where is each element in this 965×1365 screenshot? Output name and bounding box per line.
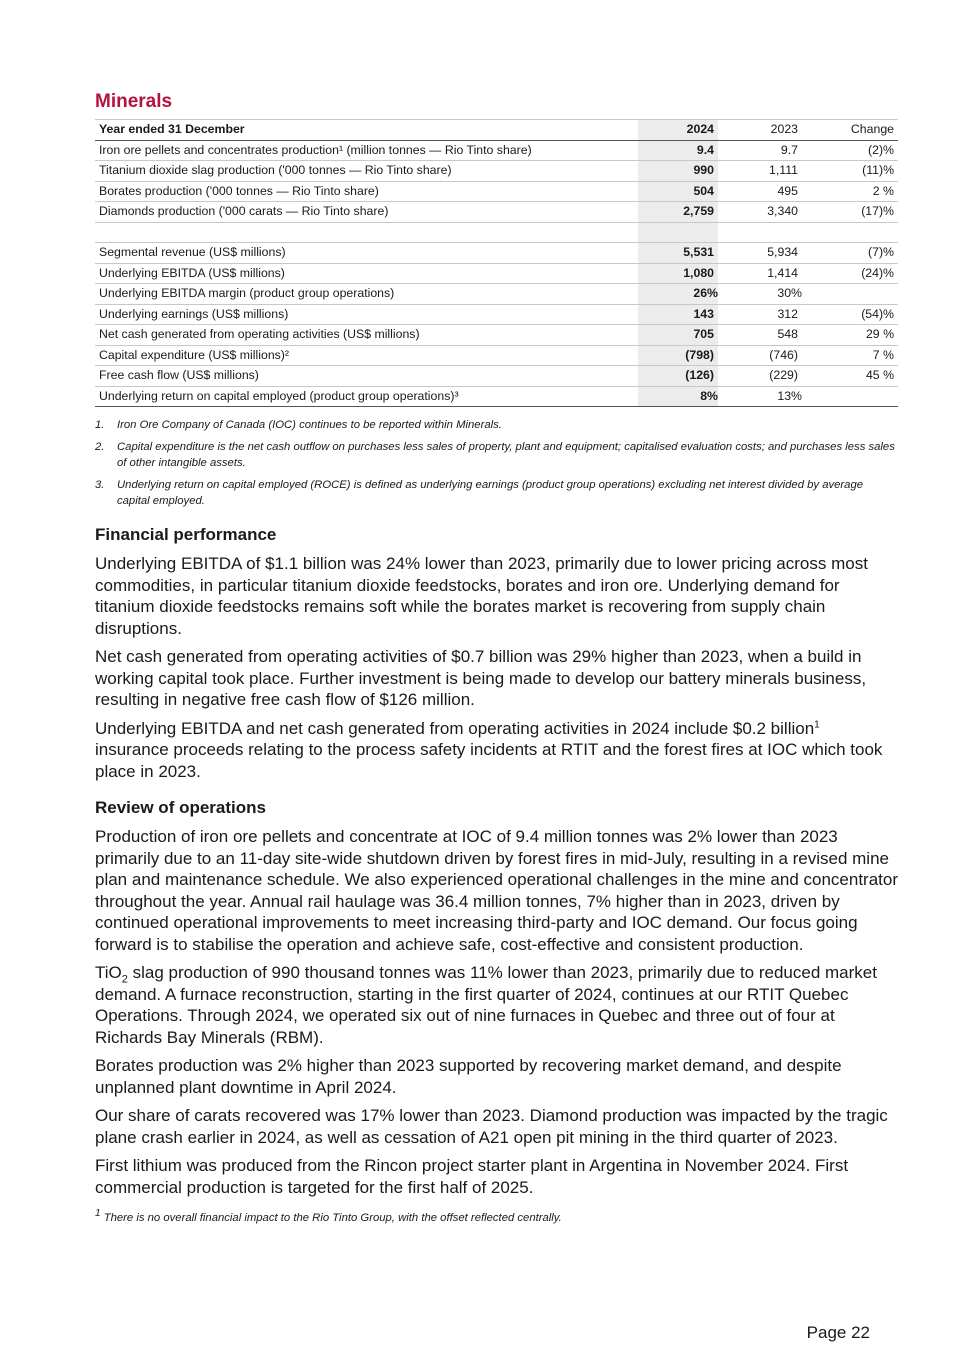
note-number: 1.	[95, 419, 105, 431]
page-content: Minerals Year ended 31 December 2024 202…	[95, 90, 898, 1224]
table-row: Underlying EBITDA margin (product group …	[95, 283, 898, 305]
footnote-mark: 1	[95, 1208, 101, 1220]
value-2023: 9.7	[718, 140, 802, 161]
table-notes: 1. Iron Ore Company of Canada (IOC) conti…	[95, 417, 898, 509]
value-change	[802, 283, 898, 305]
paragraph: Underlying EBITDA of $1.1 billion was 24…	[95, 554, 868, 638]
row-label: Titanium dioxide slag production ('000 t…	[95, 160, 638, 182]
value-2023: 3,340	[718, 201, 802, 223]
value-2024: 143	[638, 304, 718, 325]
paragraph: Production of iron ore pellets and conce…	[95, 827, 898, 954]
value-2024: (798)	[638, 345, 718, 366]
value-2023: 13%	[718, 386, 802, 407]
value-change: (17)%	[802, 201, 898, 223]
table-note: 2. Capital expenditure is the net cash ou…	[95, 439, 898, 471]
note-text: Capital expenditure is the net cash outf…	[117, 441, 895, 469]
table-header-row: Year ended 31 December 2024 2023 Change	[95, 119, 898, 141]
value-2024: 2,759	[638, 201, 718, 223]
row-label: Underlying earnings (US$ millions)	[95, 304, 638, 325]
table-row: Segmental revenue (US$ millions) 5,531 5,9…	[95, 242, 898, 264]
subscript: 2	[121, 973, 128, 986]
value-2024: 990	[638, 160, 718, 182]
value-2023: 30%	[718, 283, 802, 305]
table-row: Underlying earnings (US$ millions) 143 312…	[95, 304, 898, 325]
value-change: (24)%	[802, 263, 898, 284]
table-row: Capital expenditure (US$ millions)² (798)…	[95, 345, 898, 366]
minerals-table: Year ended 31 December 2024 2023 Change …	[95, 119, 898, 407]
value-2023: 312	[718, 304, 802, 325]
table-row: Underlying EBITDA (US$ millions) 1,080 1,4…	[95, 263, 898, 284]
note-number: 2.	[95, 441, 105, 453]
table-note: 3. Underlying return on capital employed …	[95, 477, 898, 509]
row-label: Diamonds production ('000 carats — Rio T…	[95, 201, 638, 223]
value-2024: 5,531	[638, 242, 718, 264]
header-change: Change	[802, 119, 898, 141]
paragraph: Net cash generated from operating activi…	[95, 647, 867, 709]
row-label: Iron ore pellets and concentrates produc…	[95, 140, 638, 161]
value-2023: (746)	[718, 345, 802, 366]
value-2024: 9.4	[638, 140, 718, 161]
value-2023: 548	[718, 324, 802, 346]
table-note: 1. Iron Ore Company of Canada (IOC) conti…	[95, 417, 898, 433]
section-title: Minerals	[95, 91, 173, 112]
table-row: Titanium dioxide slag production ('000 t…	[95, 160, 898, 182]
text: slag production of 990 thousand tonnes w…	[95, 963, 877, 1047]
header-2024: 2024	[638, 119, 718, 141]
value-2023: 1,414	[718, 263, 802, 284]
row-label: Underlying EBITDA (US$ millions)	[95, 263, 638, 284]
value-2023: (229)	[718, 365, 802, 387]
review-heading: Review of operations	[95, 798, 266, 817]
table-row: Free cash flow (US$ millions) (126) (229) 4…	[95, 365, 898, 387]
value-change: (2)%	[802, 140, 898, 161]
value-change: 2 %	[802, 181, 898, 202]
paragraph: Underlying EBITDA and net cash generated…	[95, 718, 898, 783]
note-text: Iron Ore Company of Canada (IOC) continu…	[117, 419, 502, 431]
note-number: 3.	[95, 479, 105, 491]
header-label: Year ended 31 December	[95, 119, 638, 141]
table-row: Underlying return on capital employed (p…	[95, 386, 898, 407]
value-change: 29 %	[802, 324, 898, 346]
paragraph: First lithium was produced from the Rinc…	[95, 1156, 849, 1197]
text: insurance proceeds relating to the proce…	[95, 740, 883, 781]
table-row: Diamonds production ('000 carats — Rio T…	[95, 201, 898, 223]
row-label: Segmental revenue (US$ millions)	[95, 242, 638, 264]
value-change: 7 %	[802, 345, 898, 366]
financial-heading: Financial performance	[95, 525, 277, 544]
value-2024: 504	[638, 181, 718, 202]
text: Underlying EBITDA and net cash generated…	[95, 718, 815, 738]
page-number: Page 22	[806, 1323, 870, 1342]
paragraph: Borates production was 2% higher than 20…	[95, 1056, 842, 1097]
value-2023: 5,934	[718, 242, 802, 264]
table-row: Iron ore pellets and concentrates produc…	[95, 140, 898, 161]
row-label: Free cash flow (US$ millions)	[95, 365, 638, 387]
page-footnote: 1 There is no overall financial impact t…	[95, 1209, 898, 1224]
value-2024: 8%	[638, 386, 718, 407]
value-2023: 1,111	[718, 160, 802, 182]
row-label: Underlying return on capital employed (p…	[95, 386, 638, 407]
value-change: (11)%	[802, 160, 898, 182]
row-label: Net cash generated from operating activi…	[95, 324, 638, 346]
footnote-ref: 1	[814, 718, 820, 730]
value-2024: 705	[638, 324, 718, 346]
value-2024: (126)	[638, 365, 718, 387]
note-text: Underlying return on capital employed (R…	[117, 479, 864, 507]
value-change	[802, 386, 898, 407]
paragraph: Our share of carats recovered was 17% lo…	[95, 1106, 888, 1147]
table-row: Borates production ('000 tonnes — Rio Ti…	[95, 181, 898, 202]
row-label: Capital expenditure (US$ millions)²	[95, 345, 638, 366]
value-change: (54)%	[802, 304, 898, 325]
value-2024: 26%	[638, 283, 718, 305]
table-row: Net cash generated from operating activi…	[95, 324, 898, 346]
header-2023: 2023	[718, 119, 802, 141]
row-label: Underlying EBITDA margin (product group …	[95, 283, 638, 305]
row-label: Borates production ('000 tonnes — Rio Ti…	[95, 181, 638, 202]
spacer-row	[95, 222, 898, 243]
paragraph: TiO2 slag production of 990 thousand ton…	[95, 962, 898, 1048]
footnote-text: There is no overall financial impact to …	[100, 1212, 562, 1224]
text: TiO	[95, 963, 122, 982]
value-2024: 1,080	[638, 263, 718, 284]
value-change: (7)%	[802, 242, 898, 264]
value-2023: 495	[718, 181, 802, 202]
value-change: 45 %	[802, 365, 898, 387]
